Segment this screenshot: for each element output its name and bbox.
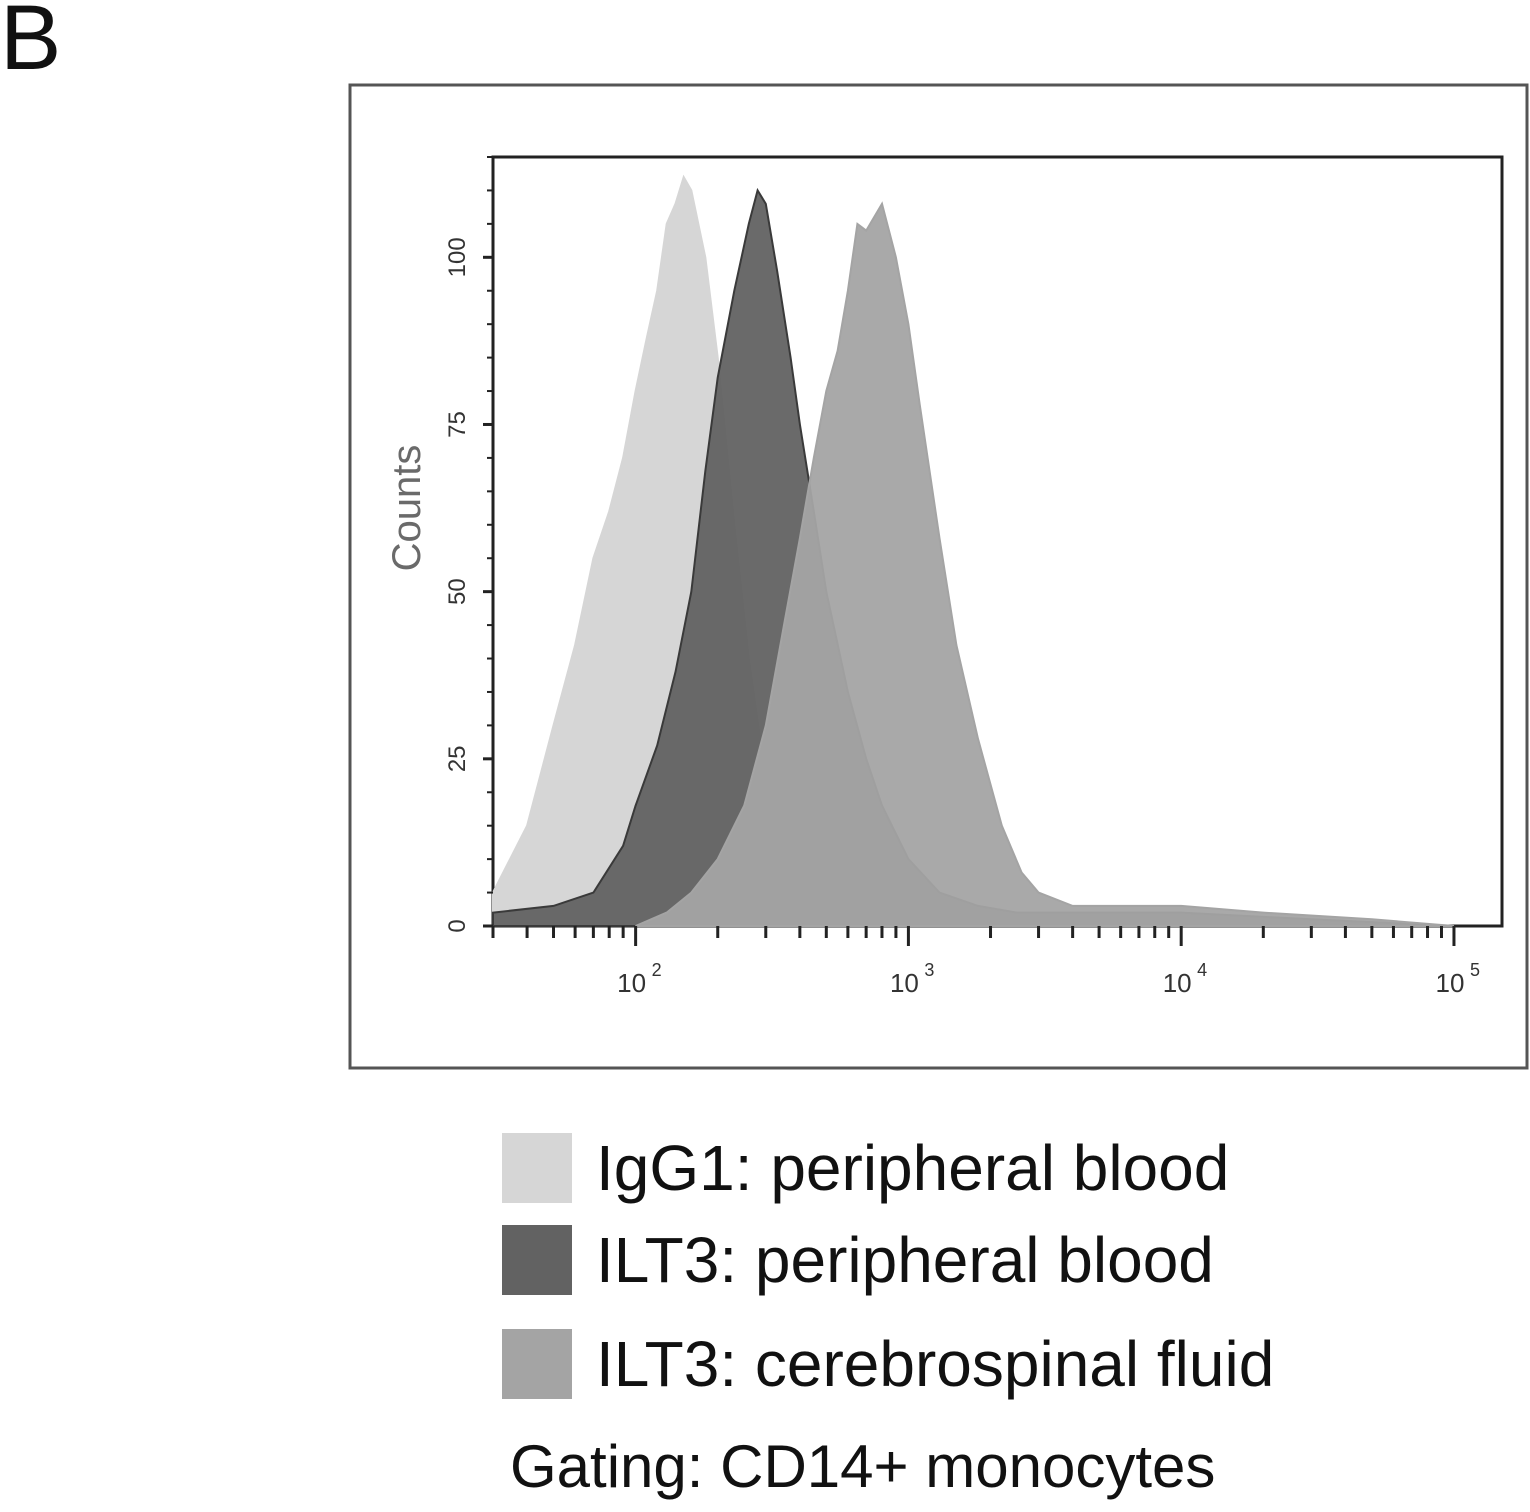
legend-label: IgG1: peripheral blood	[596, 1132, 1230, 1204]
x-tick-exponent: 3	[924, 960, 934, 980]
legend-swatch	[502, 1133, 572, 1203]
series-area	[635, 201, 1455, 927]
series-layer	[492, 174, 1455, 927]
legend-label: ILT3: cerebrospinal fluid	[596, 1328, 1275, 1400]
y-tick-label: 100	[444, 237, 471, 277]
legend-item: ILT3: cerebrospinal fluid	[502, 1312, 1274, 1416]
y-tick-label: 25	[444, 745, 471, 772]
x-tick-exponent: 5	[1470, 960, 1480, 980]
y-tick-label: 0	[444, 919, 471, 932]
y-axis-label: Counts	[385, 445, 429, 572]
x-tick-label: 10	[1163, 968, 1192, 998]
legend-swatch	[502, 1225, 572, 1295]
y-tick-label: 50	[444, 578, 471, 605]
x-tick-label: 10	[890, 968, 919, 998]
legend-label: ILT3: peripheral blood	[596, 1224, 1214, 1296]
panel-label: B	[0, 0, 62, 89]
gating-annotation: Gating: CD14+ monocytes	[510, 1433, 1216, 1500]
legend-item: IgG1: peripheral blood	[502, 1128, 1274, 1208]
x-tick-exponent: 2	[652, 960, 662, 980]
legend-swatch	[502, 1329, 572, 1399]
y-tick-label: 75	[444, 411, 471, 438]
x-tick-label: 10	[617, 968, 646, 998]
x-tick-exponent: 4	[1197, 960, 1207, 980]
x-tick-label: 10	[1436, 968, 1465, 998]
legend-item: ILT3: peripheral blood	[502, 1208, 1274, 1312]
legend: IgG1: peripheral blood ILT3: peripheral …	[502, 1128, 1274, 1416]
